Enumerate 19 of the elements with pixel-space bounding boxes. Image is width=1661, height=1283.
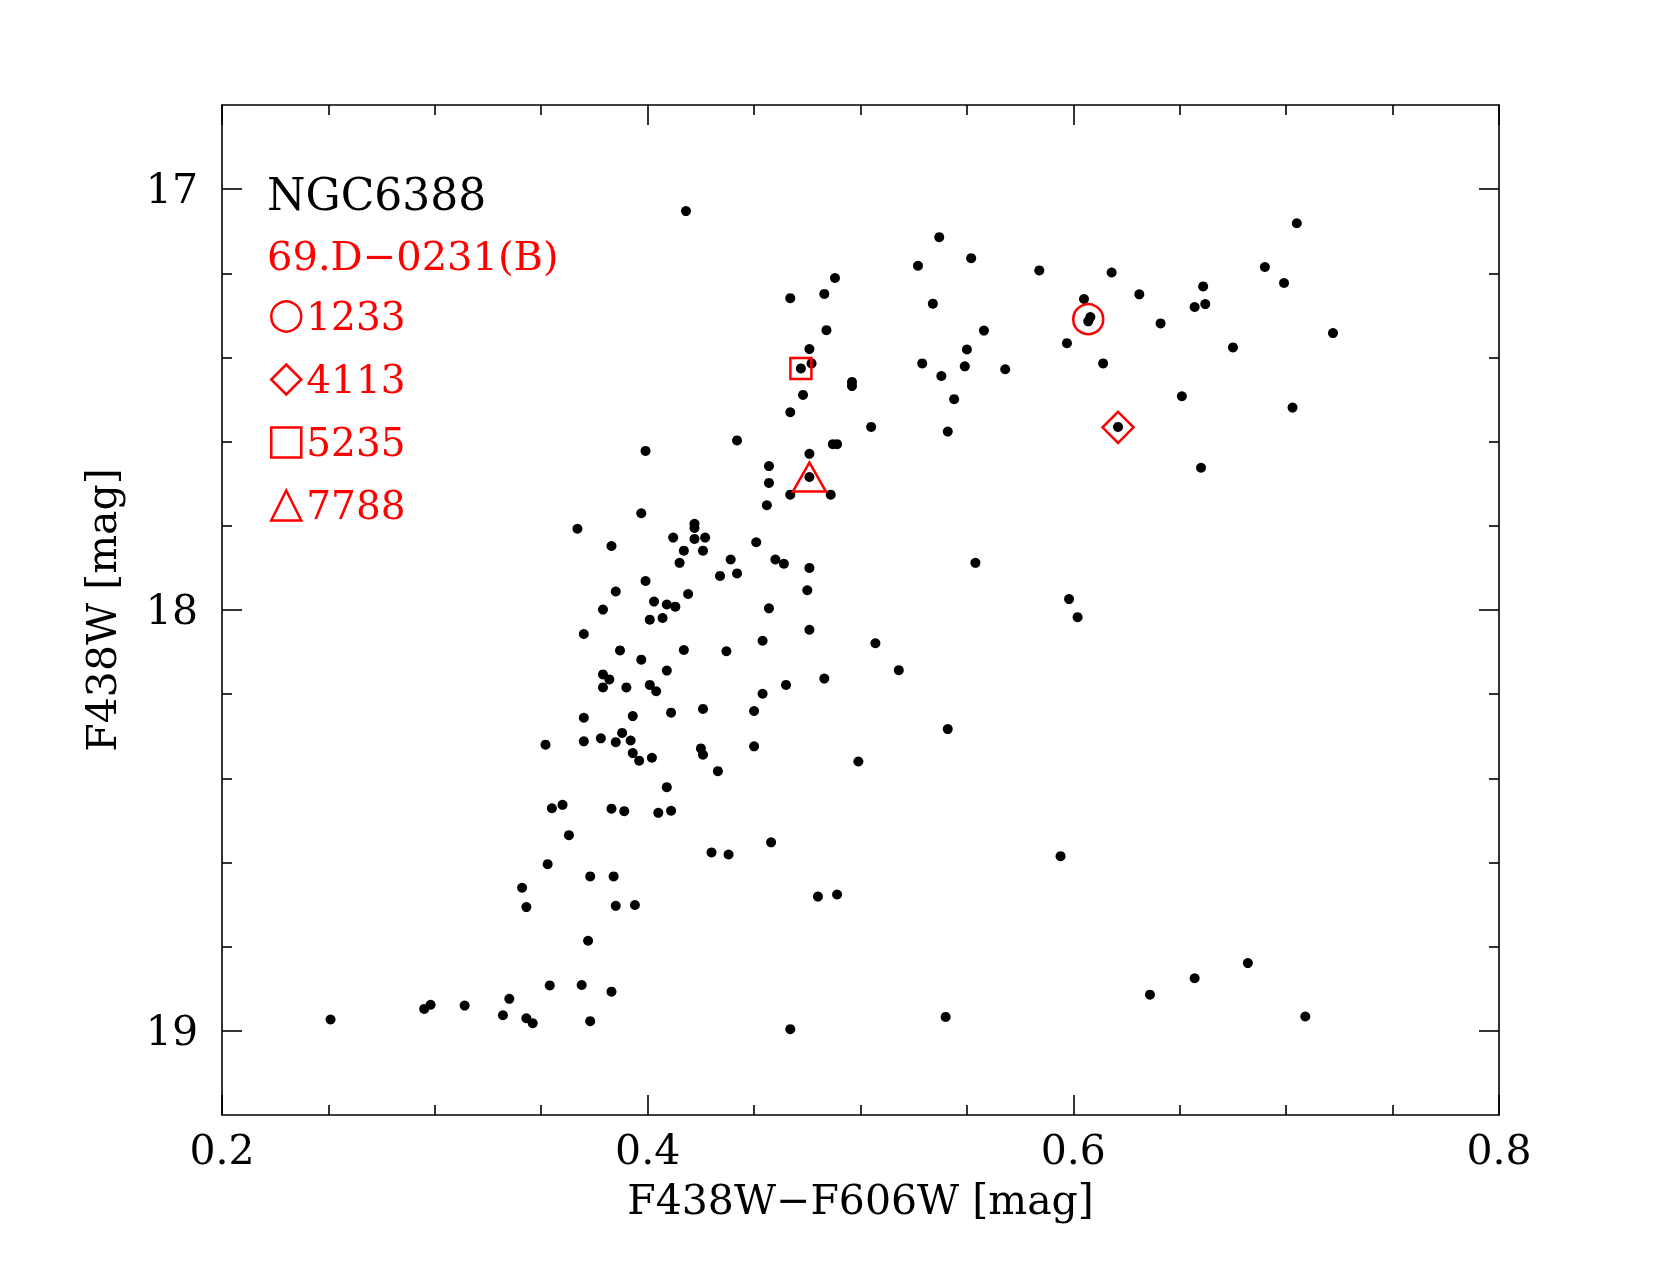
y-tick-label: 19 — [145, 1006, 198, 1055]
y-tick-label: 17 — [145, 165, 198, 214]
legend-title: 69.D−0231(B) — [267, 233, 559, 279]
legend-label: 5235 — [306, 420, 406, 465]
x-tick-label: 0.2 — [189, 1125, 255, 1174]
legend-label: 1233 — [306, 294, 406, 339]
y-axis-title: F438W [mag] — [77, 468, 126, 752]
legend-label: 4113 — [306, 357, 406, 402]
point — [1072, 302, 1105, 336]
point — [1101, 410, 1135, 445]
x-tick-label: 0.8 — [1466, 1125, 1532, 1174]
x-tick-label: 0.6 — [1040, 1125, 1106, 1174]
x-axis-title: F438W−F606W [mag] — [627, 1175, 1094, 1224]
legend-label: 7788 — [306, 483, 406, 528]
text: NGC6388 — [267, 168, 487, 220]
x-tick-label: 0.4 — [615, 1125, 681, 1174]
point — [789, 356, 813, 381]
point — [791, 461, 828, 493]
y-tick-label: 18 — [145, 586, 198, 634]
